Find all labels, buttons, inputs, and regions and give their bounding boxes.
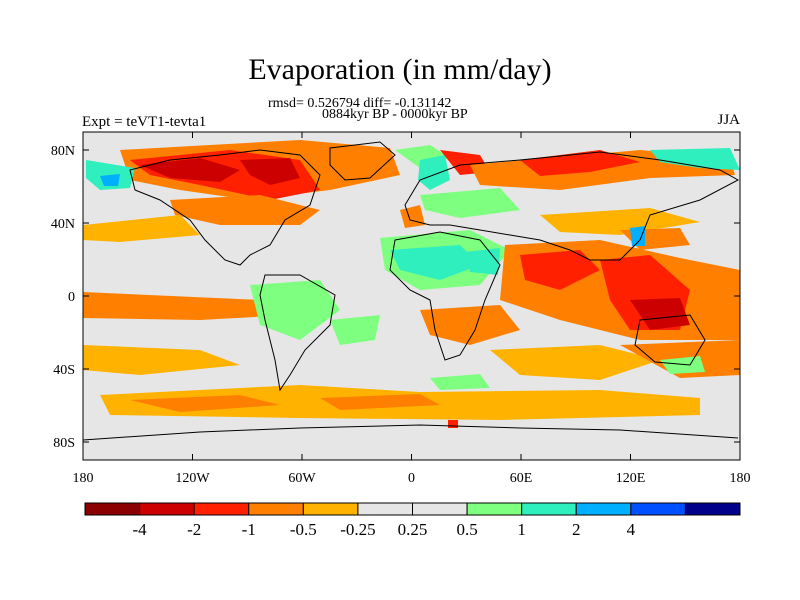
anomaly-patch — [540, 208, 700, 235]
anomaly-patch — [130, 395, 280, 412]
colorbar-swatch — [193, 502, 250, 516]
period-line: 0884kyr BP - 0000kyr BP — [322, 107, 468, 122]
anomaly-patch — [390, 245, 480, 280]
anomaly-patch — [448, 420, 458, 428]
x-tick-label: 120E — [616, 471, 646, 486]
x-tick-label: 60W — [288, 471, 316, 486]
x-tick-label: 60E — [510, 471, 533, 486]
y-axis: 80N 40N 0 40S 80S — [51, 144, 740, 451]
colorbar-label: 0.5 — [456, 520, 477, 539]
anomaly-patch — [170, 195, 320, 225]
colorbar-swatch — [630, 502, 686, 516]
y-tick-label: 0 — [68, 290, 75, 305]
colorbar-swatch — [139, 502, 195, 516]
anomaly-patch — [630, 298, 690, 330]
anomaly-patch — [83, 292, 290, 320]
coastline-australia — [634, 314, 706, 366]
coastline-north-america — [129, 149, 321, 266]
y-tick-label: 40S — [53, 363, 75, 378]
coastlines — [83, 141, 740, 441]
coastline-antarctica — [83, 424, 739, 441]
anomaly-patch — [330, 315, 380, 345]
colorbar-label: -1 — [242, 520, 256, 539]
anomaly-patch — [140, 158, 240, 182]
colorbar-swatch — [302, 502, 359, 516]
anomaly-patch — [83, 345, 240, 375]
colorbar-swatch — [575, 502, 632, 516]
colorbar-label: -4 — [132, 520, 147, 539]
colorbar-label: 2 — [572, 520, 581, 539]
colorbar-label: -0.25 — [340, 520, 375, 539]
x-tick-label: 180 — [730, 471, 751, 486]
anomaly-patch — [420, 305, 520, 345]
anomaly-patch — [650, 148, 740, 170]
anomaly-patch — [465, 248, 500, 275]
colorbar-label: 4 — [627, 520, 636, 539]
anomaly-patch — [83, 215, 200, 242]
colorbar: -4 -2 -1 -0.5 -0.25 0.25 0.5 1 2 4 — [84, 502, 741, 539]
experiment-label: Expt = teVT1-tevta1 — [82, 114, 207, 130]
colorbar-label: -2 — [187, 520, 201, 539]
anomaly-patch — [660, 356, 705, 374]
colorbar-swatch — [521, 502, 577, 516]
anomaly-patch — [630, 226, 645, 246]
chart-title: Evaporation (in mm/day) — [248, 53, 552, 86]
anomaly-patch — [520, 250, 600, 290]
colorbar-swatch — [357, 502, 413, 516]
x-tick-label: 120W — [175, 471, 210, 486]
colorbar-swatch — [248, 502, 304, 516]
anomaly-patch — [320, 394, 440, 410]
anomaly-patch — [418, 155, 450, 190]
anomaly-patch — [430, 374, 490, 390]
y-tick-label: 40N — [51, 217, 75, 232]
colorbar-label: 0.25 — [398, 520, 428, 539]
x-tick-label: 180 — [73, 471, 94, 486]
anomaly-patch — [250, 280, 340, 340]
colorbar-swatch — [466, 502, 523, 516]
anomaly-patch — [240, 158, 300, 185]
y-tick-label: 80S — [53, 436, 75, 451]
colorbar-swatch — [84, 502, 141, 516]
anomaly-patch — [100, 174, 120, 186]
coastline-europe-asia — [404, 151, 740, 261]
colorbar-swatch — [412, 502, 468, 516]
stats-line: rmsd= 0.526794 diff= -0.131142 — [268, 96, 452, 111]
anomaly-patch — [490, 345, 660, 380]
anomaly-patch — [420, 188, 520, 218]
coastline-africa — [389, 231, 501, 361]
colorbar-label: -0.5 — [290, 520, 317, 539]
x-tick-label: 0 — [408, 471, 415, 486]
season-label: JJA — [717, 112, 740, 128]
colorbar-swatch — [684, 502, 741, 516]
coastline-greenland — [329, 141, 396, 181]
colorbar-label: 1 — [517, 520, 526, 539]
coastline-south-america — [259, 274, 336, 392]
x-axis: 180 120W 60W 0 60E 120E 180 — [73, 132, 751, 486]
y-tick-label: 80N — [51, 144, 75, 159]
